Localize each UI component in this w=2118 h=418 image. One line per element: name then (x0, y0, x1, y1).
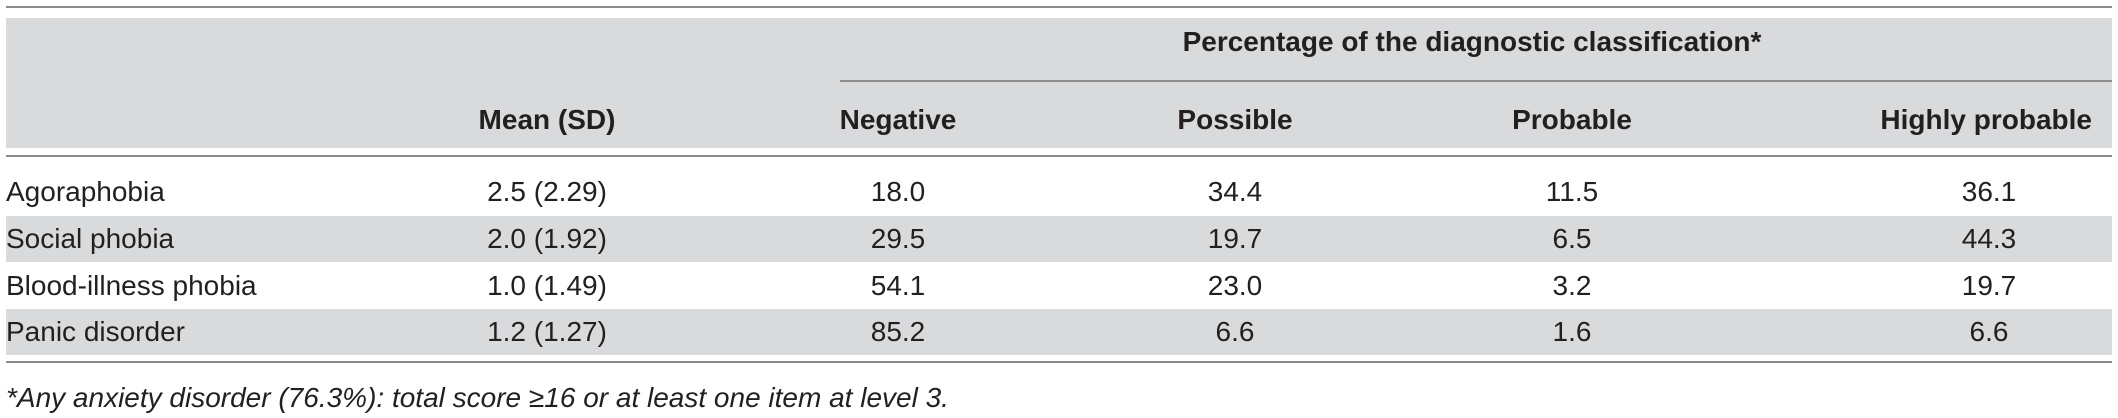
cell-mean-sd: 2.5 (2.29) (487, 176, 607, 207)
table-bottom-rule (6, 361, 2112, 363)
table-header-band (6, 18, 2112, 148)
cell-mean-sd: 1.0 (1.49) (487, 270, 607, 301)
cell-possible: 34.4 (1207, 176, 1263, 207)
row-label: Panic disorder (6, 316, 185, 347)
cell-highly-probable: 44.3 (1961, 223, 2017, 254)
cell-probable: 11.5 (1545, 176, 1599, 207)
cell-negative: 85.2 (870, 316, 926, 347)
cell-highly-probable: 19.7 (1961, 270, 2017, 301)
cell-possible: 19.7 (1207, 223, 1263, 254)
col-header-possible: Possible (1177, 104, 1293, 135)
cell-possible: 23.0 (1207, 270, 1263, 301)
cell-negative: 18.0 (870, 176, 926, 207)
cell-possible: 6.6 (1215, 316, 1255, 347)
table-footnote: *Any anxiety disorder (76.3%): total sco… (6, 382, 949, 413)
row-label: Social phobia (6, 223, 175, 254)
cell-probable: 6.5 (1552, 223, 1592, 254)
table-top-rule (6, 6, 2112, 8)
cell-highly-probable: 36.1 (1961, 176, 2017, 207)
col-header-mean-sd: Mean (SD) (478, 104, 616, 135)
row-label: Agoraphobia (6, 176, 165, 207)
cell-mean-sd: 1.2 (1.27) (487, 316, 607, 347)
col-header-negative: Negative (839, 104, 957, 135)
row-shade-2 (6, 216, 2112, 262)
group-header: Percentage of the diagnostic classificat… (1182, 26, 1762, 57)
cell-probable: 1.6 (1552, 316, 1592, 347)
row-shade-4 (6, 309, 2112, 355)
col-header-highly-probable: Highly probable (1880, 104, 2092, 135)
cell-mean-sd: 2.0 (1.92) (487, 223, 607, 254)
cell-probable: 3.2 (1552, 270, 1592, 301)
cell-negative: 54.1 (870, 270, 926, 301)
group-header-rule (840, 80, 2112, 82)
col-header-probable: Probable (1512, 104, 1632, 135)
cell-highly-probable: 6.6 (1969, 316, 2009, 347)
row-label: Blood-illness phobia (6, 270, 257, 301)
cell-negative: 29.5 (870, 223, 926, 254)
header-bottom-rule (6, 155, 2112, 157)
